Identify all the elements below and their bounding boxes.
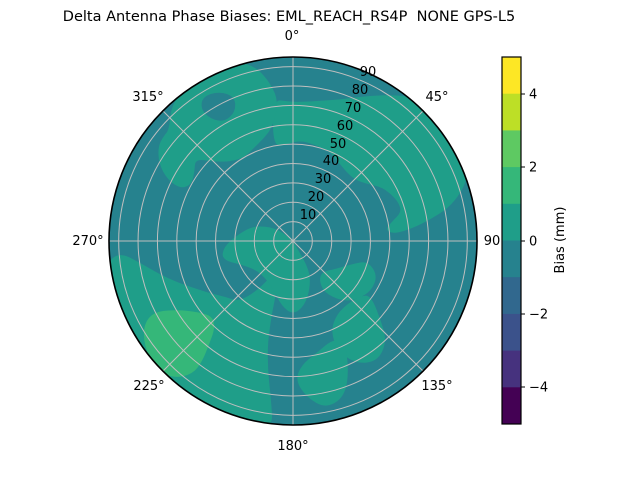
grid-spoke-135 [292,240,424,372]
angular-tick-labels: 0° 45° 90 135° 180° 225° 270° 315° [72,29,500,454]
radial-tick-labels: 10 20 30 40 50 60 70 80 90 [300,65,377,223]
colorbar-band-8 [502,350,521,388]
colorbar-tick-label-0: 0 [529,235,537,250]
colorbar-axis-label: Bias (mm) [553,207,568,274]
contour-regions [109,62,467,425]
radial-tick-label-30: 30 [315,172,332,187]
chart-title: Delta Antenna Phase Biases: EML_REACH_RS… [63,9,515,25]
colorbar-band-0 [502,57,521,95]
colorbar-band-4 [502,203,521,241]
contour-region-s-rim-blob [297,339,348,406]
contour-region-nw-dark-enclave [201,92,236,121]
colorbar-tick-label--4: −4 [529,381,548,396]
plot-boundary [108,56,478,426]
radial-tick-label-50: 50 [330,137,347,152]
polar-plot: 0° 45° 90 135° 180° 225° 270° 315° 10 20 30 40 50 60… [72,29,500,454]
angular-tick-label-90: 90 [484,234,501,249]
radial-tick-label-40: 40 [323,154,340,169]
contour-region-se-mid-blob [332,295,385,363]
grid-spoke-315 [162,110,294,242]
colorbar-band-6 [502,277,521,315]
contour-region-nw-band [158,62,277,188]
angular-tick-label-135: 135° [421,379,452,394]
angular-tick-label-45: 45° [425,90,448,105]
polar-grid [109,57,477,425]
colorbar-band-5 [502,240,521,278]
angular-tick-label-270: 270° [72,234,103,249]
angular-tick-label-315: 315° [132,90,163,105]
colorbar-band-2 [502,130,521,168]
colorbar-ticks: 4 2 0 −2 −4 [521,88,548,396]
colorbar-band-7 [502,313,521,352]
angular-tick-label-180: 180° [277,439,308,454]
radial-tick-label-70: 70 [345,101,362,116]
angular-tick-label-225: 225° [133,379,164,394]
radial-tick-label-60: 60 [337,119,354,134]
colorbar-tick-label-2: 2 [529,161,537,176]
radial-tick-label-20: 20 [308,190,325,205]
grid-spoke-45 [292,110,424,242]
angular-tick-label-0: 0° [285,29,300,44]
contour-region-se-inner-blob [320,262,376,301]
colorbar-tick-label-4: 4 [529,88,537,103]
colorbar: 4 2 0 −2 −4 Bias (mm) [501,56,568,425]
grid-spoke-225 [162,240,294,372]
radial-tick-label-90: 90 [360,65,377,80]
radial-tick-label-10: 10 [300,208,317,223]
colorbar-band-9 [502,387,521,425]
colorbar-band-1 [502,93,521,131]
colorbar-band-3 [502,167,521,205]
colorbar-tick-label--2: −2 [529,308,548,323]
contour-region-sw-bright-patch [143,310,215,377]
colorbar-bands [502,57,521,425]
radial-tick-label-80: 80 [352,83,369,98]
